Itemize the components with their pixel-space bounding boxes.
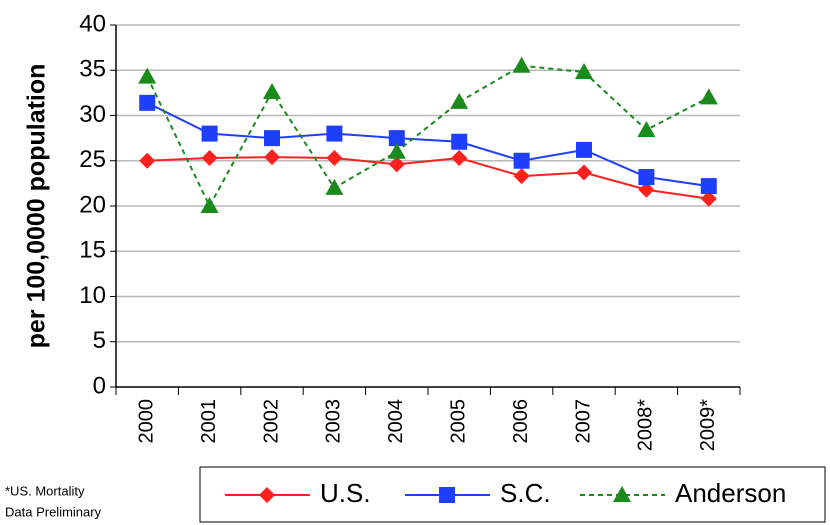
- x-tick-label: 2007: [572, 399, 594, 444]
- data-point: [638, 181, 655, 198]
- data-point: [326, 150, 343, 167]
- data-point: [576, 141, 592, 158]
- data-point: [451, 150, 468, 167]
- data-point: [451, 133, 468, 150]
- legend-marker: [439, 487, 455, 503]
- series-line: [147, 156, 709, 200]
- x-tick-label: 2005: [447, 399, 469, 444]
- y-axis-label: per 100,0000 population: [23, 64, 51, 349]
- data-point: [263, 82, 281, 99]
- data-point: [450, 92, 469, 109]
- x-tick-label: 2009*: [697, 399, 719, 451]
- legend-marker: [259, 487, 275, 503]
- x-tick-label: 2002: [260, 399, 282, 444]
- y-tick-label: 10: [79, 282, 106, 309]
- data-point: [387, 142, 406, 159]
- y-tick-label: 5: [93, 327, 106, 354]
- x-tick-label: 2003: [323, 399, 345, 444]
- data-point: [637, 120, 656, 137]
- series-line: [146, 64, 710, 209]
- data-point: [139, 152, 156, 169]
- legend-label: S.C.: [500, 478, 551, 508]
- data-point: [201, 150, 218, 167]
- y-tick-label: 15: [79, 237, 106, 264]
- data-point: [138, 67, 157, 84]
- data-point: [388, 156, 405, 173]
- data-point: [264, 149, 280, 166]
- legend-label: Anderson: [675, 478, 786, 508]
- x-tick-label: 2008*: [635, 399, 657, 451]
- y-tick-label: 25: [79, 146, 106, 173]
- x-tick-label: 2004: [385, 399, 407, 444]
- data-point: [638, 169, 655, 186]
- data-point: [699, 88, 718, 105]
- y-tick-label: 35: [79, 56, 106, 83]
- data-point: [264, 130, 280, 147]
- data-point: [576, 164, 592, 181]
- data-point: [388, 130, 405, 147]
- data-point: [512, 56, 531, 73]
- data-point: [575, 63, 593, 80]
- data-point: [513, 152, 530, 169]
- data-point: [513, 168, 530, 185]
- data-point: [325, 178, 344, 195]
- legend-marker: [613, 486, 631, 502]
- y-tick-label: 20: [79, 191, 106, 218]
- data-point: [139, 94, 156, 111]
- x-tick-label: 2001: [198, 399, 220, 444]
- x-tick-label: 2000: [135, 399, 157, 444]
- legend-label: U.S.: [320, 478, 371, 508]
- y-tick-label: 40: [79, 10, 106, 37]
- note: *US. Mortality: [5, 483, 85, 498]
- data-point: [200, 197, 219, 213]
- y-tick-label: 0: [93, 372, 106, 399]
- y-tick-label: 30: [79, 101, 106, 128]
- x-tick-label: 2006: [510, 399, 532, 444]
- data-point: [700, 190, 717, 207]
- data-point: [700, 178, 717, 195]
- data-point: [201, 125, 218, 142]
- note: Data Preliminary: [5, 504, 102, 519]
- data-point: [326, 125, 343, 142]
- series-line: [146, 101, 709, 188]
